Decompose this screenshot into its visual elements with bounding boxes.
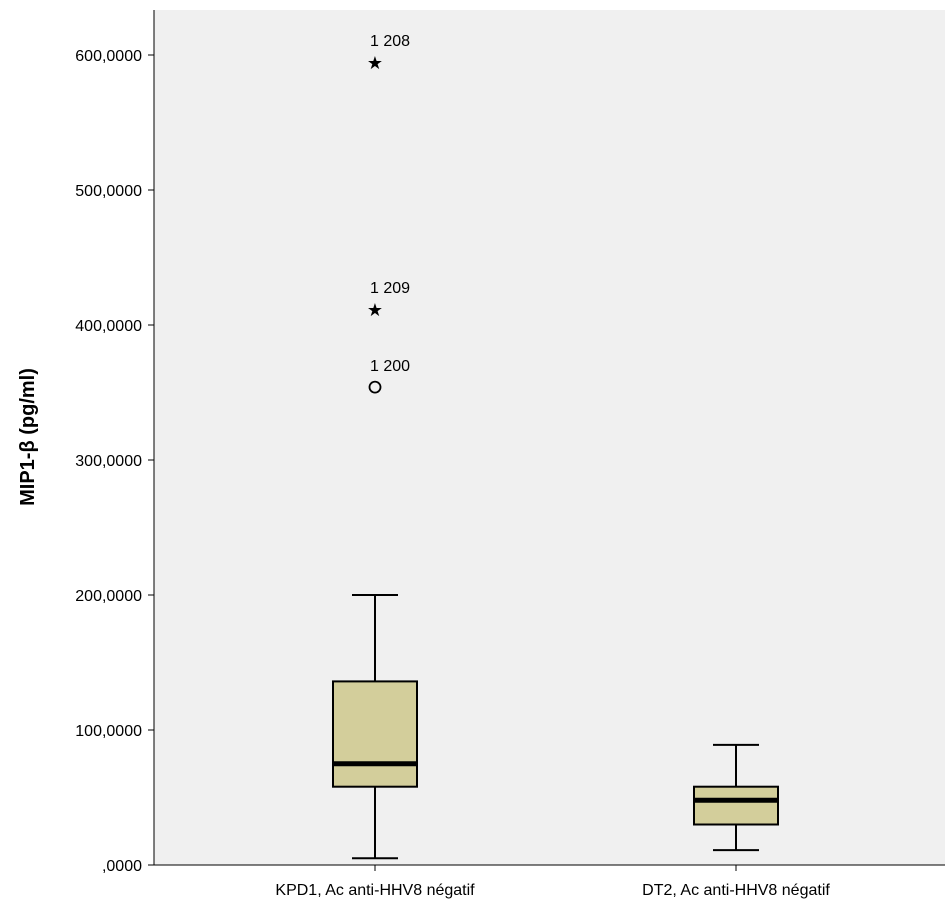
outlier-marker	[368, 380, 382, 394]
outlier-label: 1 209	[370, 280, 410, 297]
plot-area	[154, 10, 945, 865]
y-tick-label: ,0000	[102, 858, 142, 875]
category-label: KPD1, Ac anti-HHV8 négatif	[275, 882, 475, 899]
y-axis-label: MIP1-β (pg/ml)	[17, 368, 39, 506]
boxes: ★ 1 208 ★ 1 209 1 200	[332, 33, 779, 871]
y-tick-label: 500,0000	[75, 183, 142, 200]
outlier-label: 1 208	[370, 33, 410, 50]
extreme-outlier-marker: ★	[367, 300, 383, 321]
outlier-label: 1 200	[370, 358, 410, 375]
box-iqr	[332, 680, 418, 788]
box-group	[693, 743, 779, 871]
y-tick-label: 300,0000	[75, 453, 142, 470]
category-label: DT2, Ac anti-HHV8 négatif	[642, 882, 830, 899]
y-ticks: ,0000 100,0000 200,0000 300,0000 400,0000 500…	[75, 48, 154, 875]
y-tick-label: 100,0000	[75, 723, 142, 740]
box-group: ★ 1 208 ★ 1 209 1 200	[332, 33, 418, 871]
box-iqr	[693, 785, 779, 826]
category-labels: KPD1, Ac anti-HHV8 négatif DT2, Ac anti-H…	[275, 882, 830, 899]
y-tick-label: 600,0000	[75, 48, 142, 65]
y-tick-label: 400,0000	[75, 318, 142, 335]
extreme-outlier-marker: ★	[367, 53, 383, 74]
y-tick-label: 200,0000	[75, 588, 142, 605]
